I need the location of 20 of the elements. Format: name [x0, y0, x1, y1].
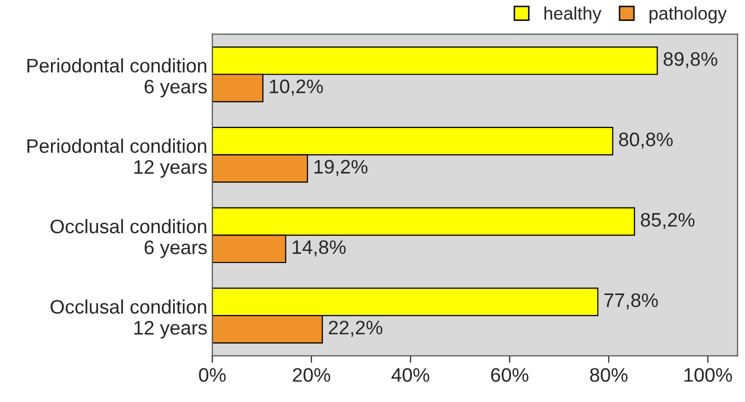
legend-label: pathology [650, 6, 727, 24]
y-tick-label: Periodontal condition 6 years [27, 58, 207, 98]
data-label: 77,8% [604, 293, 658, 310]
data-label: 19,2% [314, 160, 368, 176]
y-tick-label: Occlusal condition 12 years [50, 299, 207, 339]
y-tick-label: Occlusal condition 6 years [50, 219, 207, 258]
x-tick-label: 20% [292, 368, 330, 382]
x-tick-label: 80% [590, 368, 628, 382]
data-label: 10,2% [270, 79, 323, 96]
x-tick-label: 0% [199, 368, 226, 382]
data-label: 80,8% [619, 132, 673, 149]
y-tick-label: Periodontal condition 12 years [27, 138, 207, 178]
data-label: 89,8% [664, 52, 718, 68]
data-label: 14,8% [292, 240, 346, 256]
legend-label: healthy [544, 6, 602, 24]
x-tick-label: 40% [392, 368, 430, 382]
x-tick-label: 100% [684, 368, 732, 382]
data-label: 22,2% [328, 320, 382, 337]
x-tick-label: 60% [491, 368, 528, 382]
data-label: 85,2% [640, 212, 694, 230]
